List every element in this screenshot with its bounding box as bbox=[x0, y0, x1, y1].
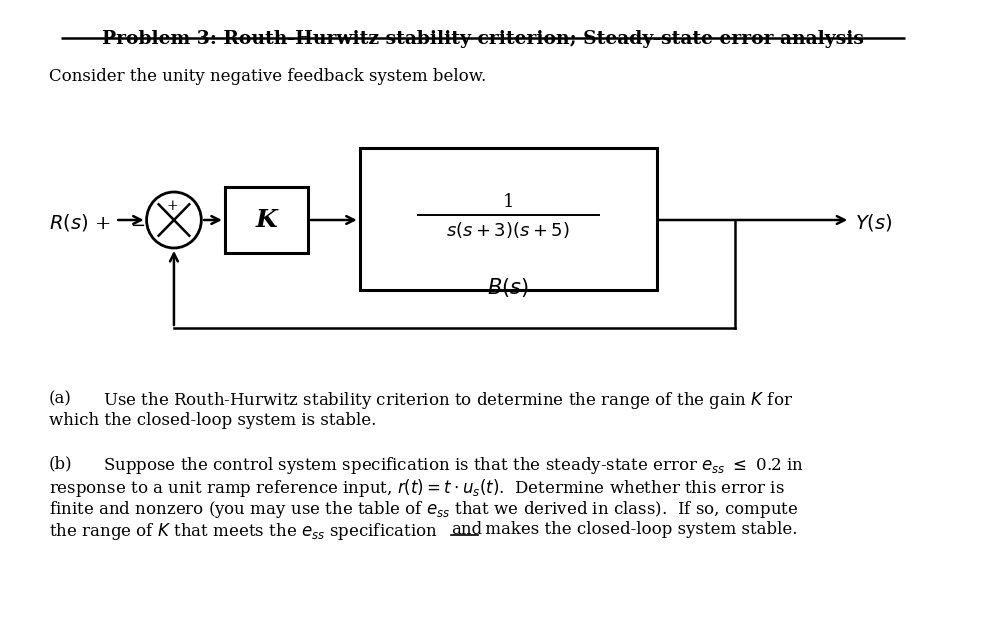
Text: response to a unit ramp reference input, $r(t) = t \cdot u_s(t)$.  Determine whe: response to a unit ramp reference input,… bbox=[48, 477, 784, 499]
Text: Suppose the control system specification is that the steady-state error $e_{ss}$: Suppose the control system specification… bbox=[103, 455, 804, 476]
Text: 1: 1 bbox=[502, 193, 514, 211]
Bar bbox=[360, 148, 657, 290]
Text: Use the Routh-Hurwitz stability criterion to determine the range of the gain $K$: Use the Routh-Hurwitz stability criterio… bbox=[103, 390, 792, 411]
Text: Problem 3: Routh-Hurwitz stability criterion; Steady-state error analysis: Problem 3: Routh-Hurwitz stability crite… bbox=[102, 30, 864, 48]
Text: $s(s+3)(s+5)$: $s(s+3)(s+5)$ bbox=[447, 220, 570, 240]
Text: (a): (a) bbox=[48, 390, 72, 407]
Bar bbox=[224, 187, 308, 253]
Text: which the closed-loop system is stable.: which the closed-loop system is stable. bbox=[48, 412, 376, 429]
Text: the range of $K$ that meets the $e_{ss}$ specification: the range of $K$ that meets the $e_{ss}$… bbox=[48, 521, 439, 542]
Text: Consider the unity negative feedback system below.: Consider the unity negative feedback sys… bbox=[48, 68, 486, 85]
Text: and: and bbox=[452, 521, 482, 538]
Text: K: K bbox=[256, 208, 278, 232]
Text: (b): (b) bbox=[48, 455, 72, 472]
Text: −: − bbox=[130, 217, 145, 235]
Text: makes the closed-loop system stable.: makes the closed-loop system stable. bbox=[480, 521, 797, 538]
Text: $R(s)$ +: $R(s)$ + bbox=[48, 212, 111, 233]
Text: $Y(s)$: $Y(s)$ bbox=[855, 212, 893, 233]
Text: +: + bbox=[166, 199, 178, 213]
Text: finite and nonzero (you may use the table of $e_{ss}$ that we derived in class).: finite and nonzero (you may use the tabl… bbox=[48, 499, 798, 520]
Text: $\mathbf{\mathit{B(s)}}$: $\mathbf{\mathit{B(s)}}$ bbox=[487, 276, 529, 299]
